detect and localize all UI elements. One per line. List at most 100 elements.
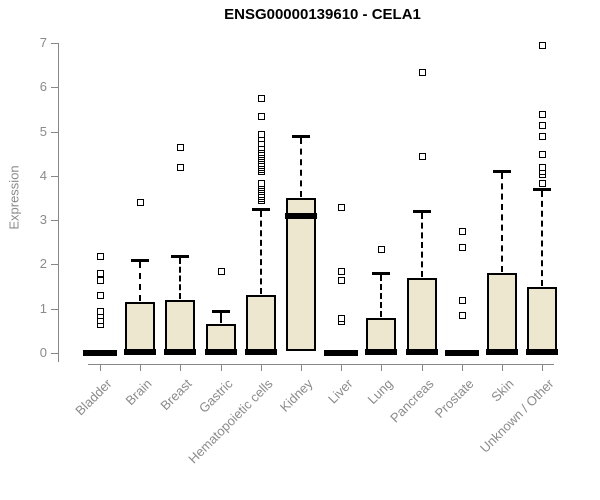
outlier-point <box>137 199 145 207</box>
box <box>527 286 558 353</box>
outlier-point <box>177 144 185 152</box>
median-line <box>244 349 277 355</box>
y-tick-label: 5 <box>39 123 47 139</box>
y-tick-label: 3 <box>39 212 47 228</box>
box <box>366 318 397 353</box>
outlier-point <box>338 268 346 276</box>
outlier-point <box>257 179 265 187</box>
x-tick <box>180 364 182 371</box>
box <box>286 198 316 351</box>
box <box>205 324 236 353</box>
x-axis-line <box>88 364 554 365</box>
outlier-point <box>177 164 185 171</box>
x-tick <box>301 364 302 371</box>
collapsed-box <box>324 350 359 356</box>
box <box>487 273 517 353</box>
x-tick <box>100 364 101 371</box>
whisker <box>179 257 182 299</box>
box <box>406 277 437 353</box>
whisker <box>139 262 142 302</box>
outlier-point <box>539 110 547 118</box>
outlier-point <box>539 133 547 140</box>
median-line <box>526 349 559 355</box>
y-tick <box>51 353 58 354</box>
whisker <box>420 213 423 277</box>
median-line <box>204 349 237 355</box>
chart-title: ENSG00000139610 - CELA1 <box>224 6 421 23</box>
outlier-point <box>539 179 547 187</box>
box <box>245 295 276 353</box>
whisker <box>501 173 503 273</box>
median-line <box>486 349 518 355</box>
x-tick <box>461 364 463 371</box>
whisker-cap <box>493 170 511 174</box>
whisker-cap <box>533 188 552 192</box>
y-tick-label: 1 <box>39 300 47 316</box>
y-tick-label: 2 <box>39 256 47 272</box>
y-tick-label: 0 <box>39 345 47 360</box>
outlier-point <box>338 314 346 322</box>
median-line <box>365 349 398 355</box>
outlier-point <box>257 113 265 121</box>
outlier-point <box>338 203 346 211</box>
whisker <box>541 191 544 286</box>
whisker-cap <box>171 254 190 258</box>
whisker-cap <box>292 135 310 138</box>
outlier-point <box>539 164 547 171</box>
outlier-point <box>378 245 386 253</box>
x-tick <box>502 364 503 371</box>
outlier-point <box>97 276 104 284</box>
whisker-cap <box>131 259 150 262</box>
x-tick <box>421 364 423 371</box>
y-tick <box>51 131 58 133</box>
median-line <box>285 212 317 219</box>
y-tick <box>51 175 58 177</box>
outlier-point <box>97 270 104 278</box>
outlier-point <box>97 307 104 315</box>
y-tick <box>51 308 58 310</box>
whisker <box>219 312 222 324</box>
outlier-point <box>97 252 104 260</box>
x-tick <box>381 364 383 371</box>
whisker-cap <box>211 309 230 313</box>
outlier-point <box>539 42 547 50</box>
outlier-point <box>539 150 547 158</box>
outlier-point <box>338 276 346 284</box>
outlier-point <box>257 95 265 103</box>
median-line <box>405 349 438 355</box>
median-line <box>124 349 157 355</box>
x-tick <box>260 364 262 371</box>
whisker-cap <box>251 208 270 212</box>
y-tick <box>51 43 58 44</box>
outlier-point <box>257 130 265 138</box>
whisker <box>300 138 302 197</box>
median-line <box>164 349 197 355</box>
y-tick-label: 6 <box>39 79 47 95</box>
y-tick-label: 4 <box>39 167 47 183</box>
box <box>165 299 196 353</box>
x-tick <box>542 364 544 371</box>
whisker-cap <box>372 272 391 276</box>
whisker <box>380 275 383 318</box>
x-tick <box>220 364 222 371</box>
outlier-point <box>458 312 466 320</box>
collapsed-box <box>83 350 117 356</box>
whisker-cap <box>412 210 431 214</box>
box <box>125 302 156 353</box>
outlier-point <box>539 121 547 129</box>
outlier-point <box>458 228 466 236</box>
x-tick <box>140 364 142 371</box>
outlier-point <box>418 152 426 160</box>
collapsed-box <box>444 350 479 356</box>
outlier-point <box>97 292 104 300</box>
outlier-point <box>458 243 466 251</box>
outlier-point <box>458 296 466 304</box>
y-tick <box>51 87 58 89</box>
y-tick <box>51 220 58 222</box>
y-axis-line <box>58 43 59 362</box>
x-tick <box>341 364 343 371</box>
whisker <box>259 211 262 295</box>
y-tick <box>51 264 58 266</box>
